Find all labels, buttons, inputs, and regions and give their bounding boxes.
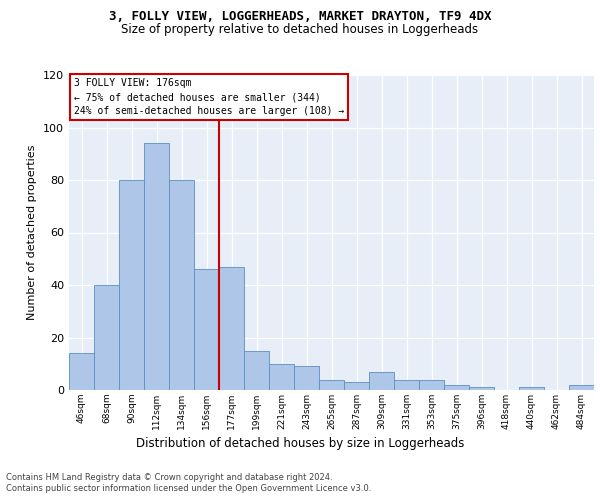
Text: Distribution of detached houses by size in Loggerheads: Distribution of detached houses by size … [136, 438, 464, 450]
Bar [519, 388, 544, 390]
Bar [144, 143, 169, 390]
Bar [194, 269, 219, 390]
Bar [244, 350, 269, 390]
Bar [119, 180, 144, 390]
Bar [394, 380, 419, 390]
Bar [344, 382, 369, 390]
Bar [319, 380, 344, 390]
Text: Contains public sector information licensed under the Open Government Licence v3: Contains public sector information licen… [6, 484, 371, 493]
Y-axis label: Number of detached properties: Number of detached properties [28, 145, 37, 320]
Bar [294, 366, 319, 390]
Bar [469, 388, 494, 390]
Bar [94, 285, 119, 390]
Text: Size of property relative to detached houses in Loggerheads: Size of property relative to detached ho… [121, 22, 479, 36]
Bar [69, 353, 94, 390]
Text: Contains HM Land Registry data © Crown copyright and database right 2024.: Contains HM Land Registry data © Crown c… [6, 472, 332, 482]
Bar [269, 364, 294, 390]
Bar [369, 372, 394, 390]
Bar [444, 385, 469, 390]
Bar [569, 385, 594, 390]
Text: 3 FOLLY VIEW: 176sqm
← 75% of detached houses are smaller (344)
24% of semi-deta: 3 FOLLY VIEW: 176sqm ← 75% of detached h… [74, 78, 344, 116]
Bar [169, 180, 194, 390]
Bar [219, 266, 244, 390]
Bar [419, 380, 444, 390]
Text: 3, FOLLY VIEW, LOGGERHEADS, MARKET DRAYTON, TF9 4DX: 3, FOLLY VIEW, LOGGERHEADS, MARKET DRAYT… [109, 10, 491, 23]
